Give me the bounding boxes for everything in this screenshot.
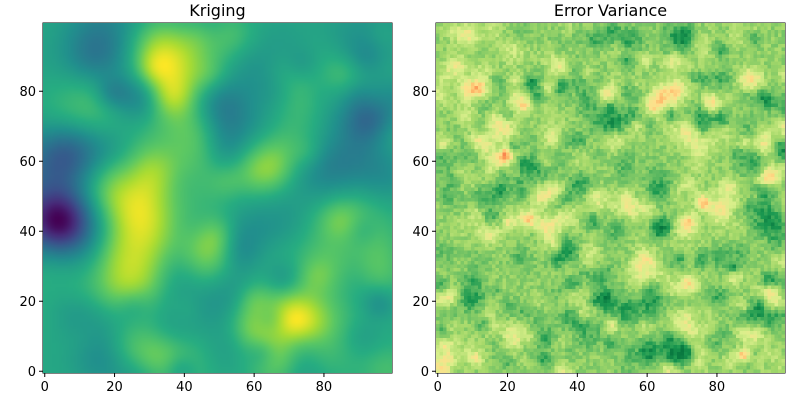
x-tick-label: 60 [246, 380, 263, 395]
x-tick-label: 40 [176, 380, 193, 395]
x-tick-label: 40 [569, 380, 586, 395]
chart-title: Error Variance [554, 1, 667, 20]
x-tick-label: 0 [41, 380, 49, 395]
x-tick-label: 20 [106, 380, 123, 395]
y-tick-label: 0 [28, 365, 36, 380]
x-tick-label: 20 [499, 380, 516, 395]
y-tick-label: 20 [19, 295, 36, 310]
y-tick-label: 60 [19, 155, 36, 170]
error-variance-heatmap [436, 23, 785, 373]
x-tick-label: 80 [709, 380, 726, 395]
y-tick-label: 40 [19, 225, 36, 240]
y-tick-label: 60 [412, 155, 429, 170]
y-tick-label: 40 [412, 225, 429, 240]
kriging-panel: Kriging 0 20 40 60 80 0 20 40 60 80 [19, 1, 393, 395]
y-tick-label: 0 [421, 365, 429, 380]
chart-title: Kriging [189, 1, 245, 20]
x-tick-label: 0 [434, 380, 442, 395]
y-tick-label: 80 [412, 85, 429, 100]
error-variance-panel: Error Variance 0 20 40 60 80 0 20 40 60 80 [412, 1, 786, 395]
y-tick-label: 80 [19, 85, 36, 100]
y-tick-label: 20 [412, 295, 429, 310]
x-tick-label: 60 [639, 380, 656, 395]
x-tick-label: 80 [316, 380, 333, 395]
kriging-heatmap [43, 23, 392, 373]
